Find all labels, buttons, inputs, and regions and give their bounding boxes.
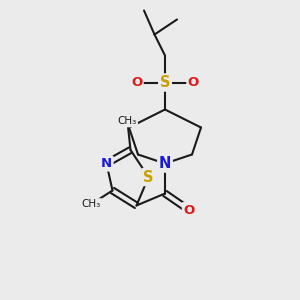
Text: S: S — [160, 75, 170, 90]
Text: CH₃: CH₃ — [118, 116, 137, 127]
Text: O: O — [131, 76, 142, 89]
Text: CH₃: CH₃ — [82, 199, 101, 209]
Text: N: N — [101, 157, 112, 170]
Text: S: S — [143, 169, 154, 184]
Text: N: N — [159, 156, 171, 171]
Text: O: O — [188, 76, 199, 89]
Text: O: O — [183, 203, 195, 217]
